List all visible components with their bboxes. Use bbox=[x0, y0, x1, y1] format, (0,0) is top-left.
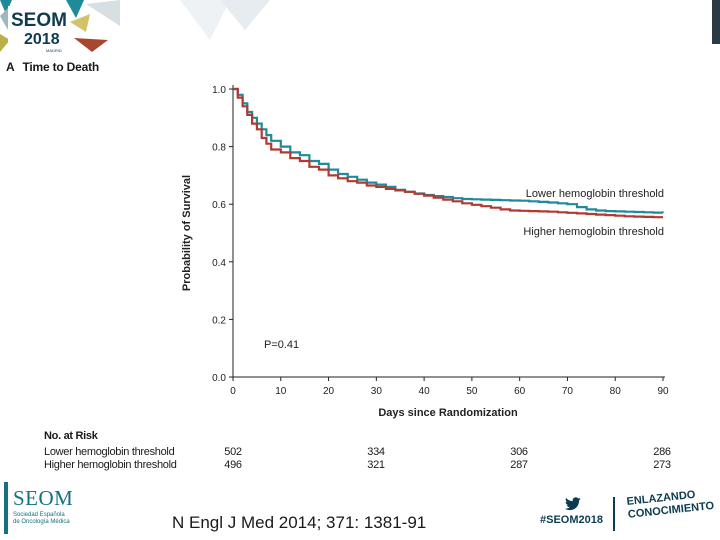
logo-year: 2018 bbox=[24, 31, 60, 48]
series-line-higher bbox=[233, 87, 663, 219]
y-tick-label: 1.0 bbox=[212, 85, 226, 96]
x-tick-label: 90 bbox=[657, 386, 669, 397]
x-tick-label: 0 bbox=[230, 386, 236, 397]
risk-value: 287 bbox=[510, 459, 528, 471]
x-tick-label: 40 bbox=[419, 386, 431, 397]
y-tick-label: 0.4 bbox=[212, 258, 226, 269]
seom-subtitle-line: de Oncología Médica bbox=[13, 519, 70, 525]
y-tick-label: 0.6 bbox=[212, 200, 226, 211]
risk-row-higher: Higher hemoglobin threshold 496 321 287 … bbox=[44, 459, 684, 473]
y-tick-label: 0.0 bbox=[212, 373, 226, 384]
risk-row-lower: Lower hemoglobin threshold 502 334 306 2… bbox=[44, 446, 684, 460]
seom-logo: SEOM Sociedad Española de Oncología Médi… bbox=[4, 482, 84, 534]
axes-group: 0 10 20 30 40 50 60 70 80 90 0.0 0.2 0.4 0.6 0.8 1.0 bbox=[212, 85, 669, 397]
series-label-lower: Lower hemoglobin threshold bbox=[526, 188, 664, 200]
risk-value: 334 bbox=[367, 446, 385, 458]
x-tick-label: 30 bbox=[371, 386, 383, 397]
x-tick-label: 20 bbox=[323, 386, 335, 397]
x-axis-title: Days since Randomization bbox=[378, 407, 518, 419]
x-tick-label: 60 bbox=[514, 386, 526, 397]
risk-row-label: Lower hemoglobin threshold bbox=[44, 446, 175, 458]
risk-value: 496 bbox=[224, 459, 242, 471]
y-axis-title: Probability of Survival bbox=[181, 175, 193, 291]
seom-logo-bar bbox=[4, 482, 8, 534]
hashtag: #SEOM2018 bbox=[540, 514, 603, 526]
x-tick-label: 50 bbox=[466, 386, 478, 397]
panel-title-text: Time to Death bbox=[22, 60, 99, 74]
p-value-annotation: P=0.41 bbox=[264, 339, 299, 351]
x-tick-label: 10 bbox=[275, 386, 287, 397]
risk-value: 273 bbox=[653, 459, 671, 471]
logo-word: SEOM bbox=[11, 10, 67, 31]
series-group bbox=[233, 87, 665, 219]
x-tick-label: 80 bbox=[610, 386, 622, 397]
risk-table-title: No. at Risk bbox=[44, 430, 98, 442]
series-label-higher: Higher hemoglobin threshold bbox=[523, 226, 664, 238]
slogan: ENLAZANDO CONOCIMIENTO bbox=[626, 487, 718, 522]
risk-value: 502 bbox=[224, 446, 242, 458]
risk-value: 306 bbox=[510, 446, 528, 458]
y-tick-label: 0.2 bbox=[212, 315, 226, 326]
panel-title: A Time to Death bbox=[6, 60, 99, 74]
survival-chart: 0 10 20 30 40 50 60 70 80 90 0.0 0.2 0.4 0.6 0.8 1.0 Pr… bbox=[181, 85, 669, 419]
seom-subtitle-line: Sociedad Española bbox=[13, 512, 65, 518]
panel-letter: A bbox=[6, 60, 15, 74]
twitter-bird-icon bbox=[565, 497, 581, 511]
logo-small-text: MADRID bbox=[46, 48, 62, 53]
risk-row-label: Higher hemoglobin threshold bbox=[44, 459, 177, 471]
footer-divider bbox=[613, 497, 615, 531]
y-tick-label: 0.8 bbox=[212, 143, 226, 154]
risk-value: 321 bbox=[367, 459, 385, 471]
seom-logo-word: SEOM bbox=[13, 486, 74, 510]
risk-value: 286 bbox=[653, 446, 671, 458]
corner-bar bbox=[712, 0, 720, 44]
x-tick-label: 70 bbox=[562, 386, 574, 397]
citation: N Engl J Med 2014; 371: 1381-91 bbox=[172, 513, 427, 532]
seom-logo-subtitle: Sociedad Española de Oncología Médica bbox=[13, 512, 83, 526]
risk-table: No. at Risk Lower hemoglobin threshold 5… bbox=[44, 430, 684, 475]
congress-logo: SEOM 2018 MADRID bbox=[0, 0, 270, 62]
